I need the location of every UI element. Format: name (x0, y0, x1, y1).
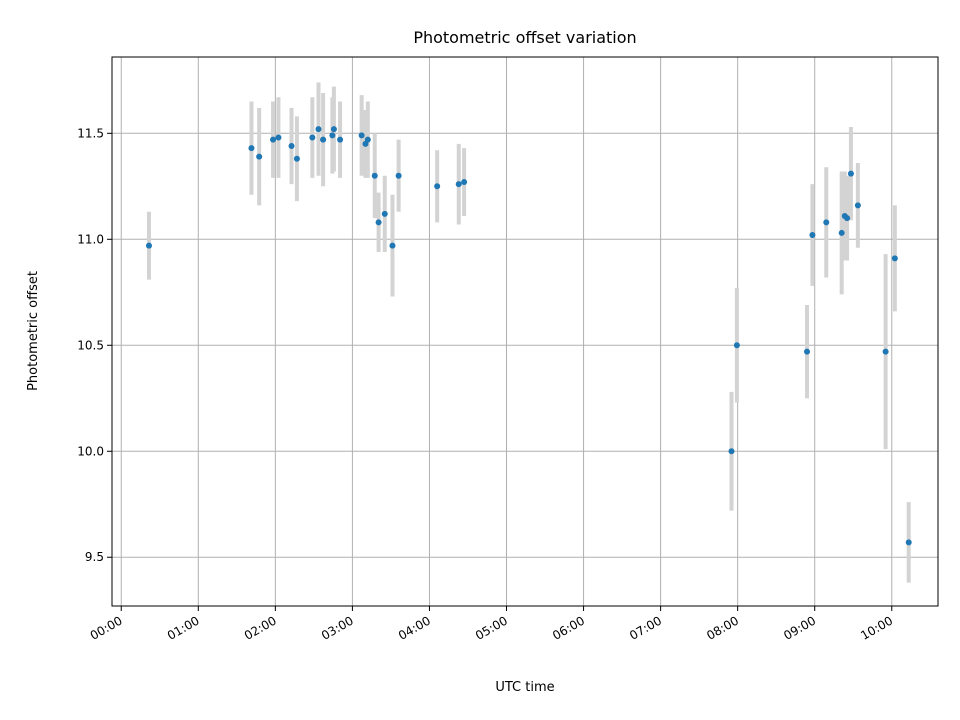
data-point (256, 153, 263, 160)
data-point (733, 342, 740, 349)
data-point (315, 126, 322, 133)
data-point (293, 155, 300, 162)
data-point (275, 134, 282, 141)
data-point (838, 229, 845, 236)
y-axis-label: Photometric offset (26, 271, 41, 391)
data-point (270, 136, 277, 143)
y-tick-label: 10.0 (77, 444, 104, 458)
data-point (891, 255, 898, 262)
data-point (371, 172, 378, 179)
data-point (248, 145, 255, 152)
data-point (461, 179, 468, 186)
data-point (809, 232, 816, 239)
y-tick-label: 9.5 (85, 550, 104, 564)
data-point (823, 219, 830, 226)
data-point (882, 348, 889, 355)
data-point (364, 136, 371, 143)
y-tick-label: 11.5 (77, 126, 104, 140)
data-point (309, 134, 316, 141)
data-point (329, 132, 336, 139)
data-point (337, 136, 344, 143)
data-point (288, 143, 295, 150)
data-point (320, 136, 327, 143)
data-point (330, 126, 337, 133)
y-axis-ticks: 9.5 10.0 10.5 11.0 11.5 (77, 126, 112, 564)
data-point (375, 219, 382, 226)
y-tick-label: 10.5 (77, 338, 104, 352)
x-axis-label: UTC time (495, 680, 554, 695)
data-point (728, 448, 735, 455)
data-point (145, 242, 152, 249)
data-point (455, 181, 462, 188)
data-point (847, 170, 854, 177)
data-point (905, 539, 912, 546)
data-point (389, 242, 396, 249)
y-tick-label: 11.0 (77, 232, 104, 246)
data-point (804, 348, 811, 355)
data-point (434, 183, 441, 190)
data-point (358, 132, 365, 139)
data-point (381, 210, 388, 217)
data-point (854, 202, 861, 209)
grid-lines (112, 57, 938, 606)
plot-frame (111, 56, 939, 607)
data-point (395, 172, 402, 179)
chart-title: Photometric offset variation (413, 28, 636, 47)
data-points (145, 126, 912, 546)
data-point (844, 215, 851, 222)
